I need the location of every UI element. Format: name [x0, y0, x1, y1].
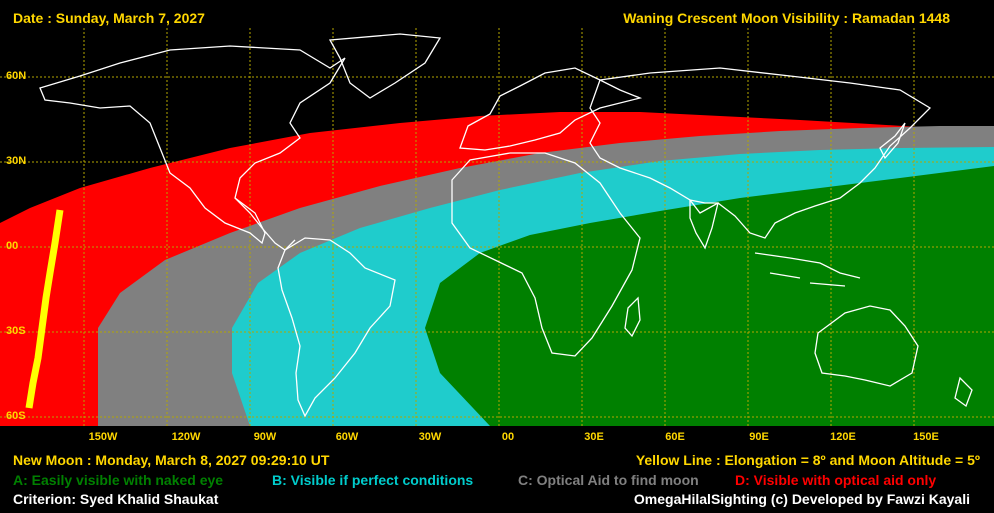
greenland-coast	[328, 33, 442, 99]
legend-d: D: Visible with optical aid only	[735, 472, 937, 488]
lat-label-60s: 60S	[6, 410, 26, 422]
lon-label-30e: 30E	[584, 431, 604, 443]
madagascar-coast	[624, 296, 641, 338]
new-moon-label: New Moon : Monday, March 8, 2027 09:29:1…	[13, 452, 330, 468]
lat-label-30n: 30N	[6, 155, 27, 167]
lon-label-120e: 120E	[830, 431, 856, 443]
credit-label: OmegaHilalSighting (c) Developed by Fawz…	[633, 491, 970, 507]
europe-coast	[459, 67, 643, 151]
south-america-coast	[277, 237, 396, 418]
map-title: Waning Crescent Moon Visibility : Ramada…	[623, 10, 950, 26]
lat-label-00: 00	[6, 240, 19, 252]
legend-b: B: Visible if perfect conditions	[272, 472, 474, 488]
lat-label-60n: 60N	[6, 70, 27, 82]
lon-label-90w: 90W	[253, 431, 277, 443]
lon-label-60w: 60W	[335, 431, 359, 443]
lon-label-120w: 120W	[171, 431, 201, 443]
zone-a-naked-eye	[425, 166, 994, 426]
lon-label-30w: 30W	[418, 431, 442, 443]
coastlines	[39, 33, 973, 418]
lon-label-150e: 150E	[913, 431, 939, 443]
visibility-map	[0, 28, 994, 426]
africa-coast	[451, 152, 641, 357]
legend-a: A: Easily visible with naked eye	[13, 472, 224, 488]
new-zealand-coast	[954, 376, 973, 408]
japan-coast	[879, 122, 906, 160]
date-label: Date : Sunday, March 7, 2027	[13, 10, 205, 26]
lon-label-60e: 60E	[665, 431, 685, 443]
lat-label-30s: 30S	[6, 325, 26, 337]
asia-coast	[589, 67, 932, 239]
criterion-label: Criterion: Syed Khalid Shaukat	[13, 491, 219, 507]
southeast-asia-islands	[754, 252, 861, 287]
graticule	[0, 28, 994, 426]
visibility-limit-line	[25, 209, 64, 409]
india-coast	[689, 199, 719, 250]
legend-c: C: Optical Aid to find moon	[518, 472, 699, 488]
australia-coast	[814, 305, 919, 387]
lon-label-00: 00	[501, 431, 515, 443]
lon-label-150w: 150W	[88, 431, 118, 443]
lon-label-90e: 90E	[749, 431, 769, 443]
yellow-line-label: Yellow Line : Elongation = 8º and Moon A…	[635, 452, 980, 468]
